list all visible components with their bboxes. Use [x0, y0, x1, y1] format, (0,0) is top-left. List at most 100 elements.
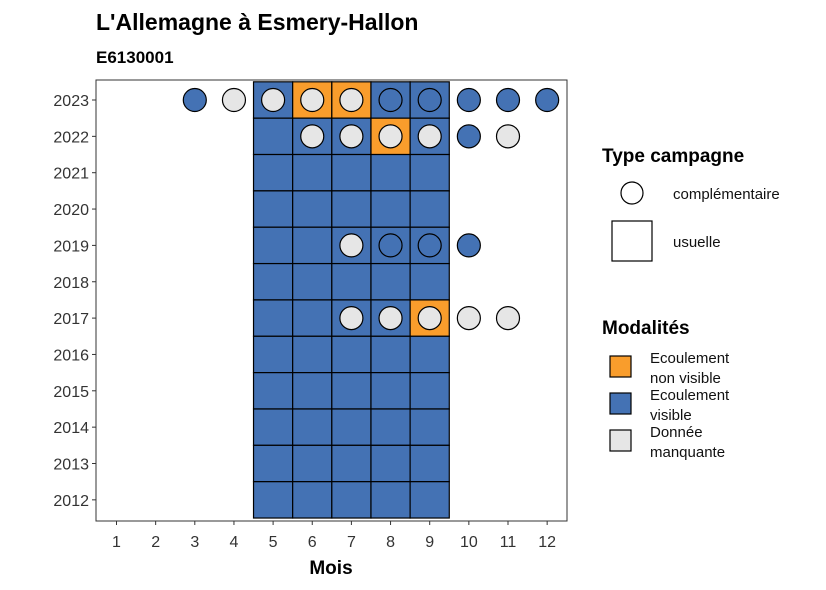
complementaire-point-2017-9 [417, 306, 442, 331]
usuelle-cell-2018-8 [370, 262, 411, 301]
usuelle-cell-2020-6 [292, 190, 333, 228]
x-tick-label: 11 [500, 534, 517, 551]
y-tick-label: 2018 [53, 275, 89, 292]
legend-square-symbol [611, 220, 653, 262]
y-tick-label: 2022 [53, 129, 89, 146]
usuelle-cell-2014-8 [370, 408, 411, 446]
complementaire-point-2022-6 [300, 124, 325, 149]
usuelle-cell-2012-5 [252, 481, 294, 519]
complementaire-point-2023-8 [378, 87, 403, 113]
usuelle-cell-2017-5 [252, 299, 294, 337]
legend-label-modalite: visible [650, 407, 692, 424]
y-tick-label: 2016 [53, 347, 89, 364]
usuelle-cell-2013-7 [331, 444, 372, 483]
usuelle-cell-2021-7 [331, 153, 372, 192]
usuelle-cell-2020-8 [370, 190, 411, 228]
usuelle-cell-2014-6 [292, 408, 333, 446]
usuelle-cell-2017-6 [292, 299, 333, 337]
usuelle-cell-2018-5 [252, 262, 294, 301]
usuelle-cell-2012-9 [409, 481, 450, 519]
legend-label-modalite: manquante [650, 444, 725, 461]
usuelle-cell-2015-6 [292, 372, 333, 410]
usuelle-cell-2021-9 [409, 153, 450, 192]
usuelle-cell-2012-6 [292, 481, 333, 519]
usuelle-cell-2015-9 [409, 372, 450, 410]
complementaire-point-2019-8 [378, 233, 403, 258]
complementaire-point-2017-10 [456, 306, 481, 331]
x-tick-label: 2 [151, 534, 160, 551]
usuelle-cell-2021-6 [292, 153, 333, 192]
y-tick-label: 2013 [53, 457, 89, 474]
complementaire-point-2019-9 [417, 233, 442, 258]
y-tick-label: 2021 [53, 166, 89, 183]
x-tick-label: 4 [229, 534, 238, 551]
plot-frame [95, 79, 568, 522]
usuelle-cell-2019-7 [331, 226, 372, 265]
x-axis: 1 2 3 4 5 6 7 8 9 10 11 12 [112, 521, 556, 551]
complementaire-point-2023-10 [456, 87, 481, 113]
complementaire-point-2023-4 [221, 87, 247, 113]
usuelle-cell-2015-8 [370, 372, 411, 410]
complementaire-point-2023-6 [300, 87, 325, 113]
complementaire-point-2017-7 [339, 306, 364, 331]
usuelle-cell-2013-6 [292, 444, 333, 483]
complementaire-point-2017-11 [495, 306, 521, 331]
y-tick-label: 2017 [53, 311, 89, 328]
legend-swatch [609, 392, 632, 415]
complementaire-point-2017-8 [378, 306, 403, 331]
legend-label-modalite: non visible [650, 370, 721, 387]
legend: Type campagne complémentaire usuelle Mod… [602, 146, 780, 461]
complementaire-point-2022-7 [339, 124, 364, 149]
usuelle-cell-2022-5 [252, 117, 294, 156]
usuelle-cell-2018-9 [409, 262, 450, 301]
usuelle-cell-2020-9 [409, 190, 450, 228]
chart-subtitle: E6130001 [96, 48, 174, 67]
usuelle-cell-2014-9 [409, 408, 450, 446]
legend-label-complementaire: complémentaire [673, 186, 780, 203]
usuelle-cell-2014-5 [252, 408, 294, 446]
x-tick-label: 6 [308, 534, 317, 551]
complementaire-layer [182, 87, 560, 331]
usuelle-cell-2016-5 [252, 335, 294, 374]
usuelle-cell-2015-7 [331, 372, 372, 410]
legend-circle-symbol [620, 181, 644, 205]
complementaire-point-2023-11 [495, 87, 521, 113]
usuelle-cell-2016-7 [331, 335, 372, 374]
usuelle-layer [252, 81, 450, 519]
legend-title-campagne: Type campagne [602, 146, 744, 167]
usuelle-cell-2015-5 [252, 372, 294, 410]
x-tick-label: 3 [190, 534, 199, 551]
y-tick-label: 2019 [53, 238, 89, 255]
x-tick-label: 8 [386, 534, 395, 551]
legend-label-modalite: Donnée [650, 424, 703, 441]
y-tick-label: 2012 [53, 493, 89, 510]
y-tick-label: 2023 [53, 93, 89, 110]
usuelle-cell-2020-7 [331, 190, 372, 228]
complementaire-point-2023-9 [417, 87, 442, 113]
y-tick-label: 2015 [53, 384, 89, 401]
complementaire-point-2023-3 [182, 87, 207, 113]
complementaire-point-2022-11 [495, 124, 521, 149]
usuelle-cell-2014-7 [331, 408, 372, 446]
complementaire-point-2022-9 [417, 124, 442, 149]
usuelle-cell-2021-5 [252, 153, 294, 192]
legend-label-usuelle: usuelle [673, 234, 721, 251]
usuelle-cell-2013-8 [370, 444, 411, 483]
usuelle-cell-2021-8 [370, 153, 411, 192]
y-tick-label: 2014 [53, 420, 89, 437]
complementaire-point-2023-5 [261, 87, 286, 113]
complementaire-point-2019-10 [456, 233, 481, 258]
usuelle-cell-2012-7 [331, 481, 372, 519]
x-axis-title: Mois [309, 558, 352, 579]
complementaire-point-2023-7 [339, 87, 364, 113]
usuelle-cell-2020-5 [252, 190, 294, 228]
x-tick-label: 7 [347, 534, 356, 551]
legend-title-modalites: Modalités [602, 318, 690, 339]
x-tick-label: 9 [425, 534, 434, 551]
usuelle-cell-2019-5 [252, 226, 294, 265]
legend-swatch [609, 429, 632, 452]
usuelle-cell-2012-8 [370, 481, 411, 519]
chart-title: L'Allemagne à Esmery-Hallon [96, 9, 418, 35]
